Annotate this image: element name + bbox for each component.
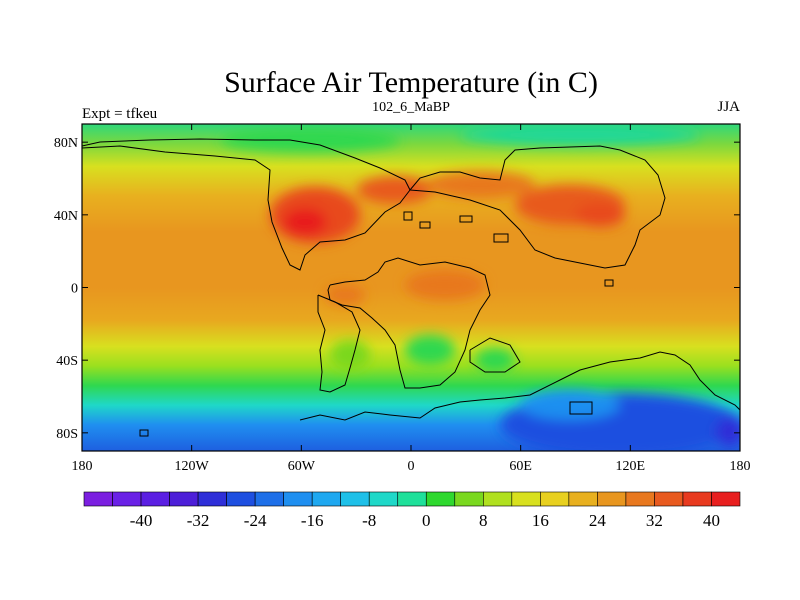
- x-tick-label: 0: [408, 459, 415, 474]
- x-tick-label: 180: [730, 459, 751, 474]
- colorbar-box: [112, 491, 142, 507]
- colorbar-label: 32: [646, 511, 663, 530]
- colorbar-label: -16: [301, 511, 324, 530]
- colorbar-label: -24: [244, 511, 267, 530]
- colorbar-label: 24: [589, 511, 607, 530]
- colorbar-box: [140, 491, 170, 507]
- y-tick-label: 40N: [54, 209, 78, 224]
- colorbar: -40 -32 -24 -16 -8 0 8 16 24 32 40: [83, 491, 741, 530]
- colorbar-box: [454, 491, 484, 507]
- axis-ticks: 180 120W 60W 0 60E 120E 180 80N 40N 0 40S 80S: [54, 124, 751, 474]
- y-tick-label: 40S: [56, 354, 78, 369]
- x-tick-label: 60W: [288, 459, 316, 474]
- colorbar-box: [340, 491, 370, 507]
- colorbar-box: [83, 491, 113, 507]
- colorbar-box: [483, 491, 513, 507]
- colorbar-box: [254, 491, 284, 507]
- colorbar-label: -32: [187, 511, 210, 530]
- colorbar-label: 40: [703, 511, 720, 530]
- subtitle-left: Expt = tfkeu: [82, 106, 158, 122]
- x-tick-label: 120E: [616, 459, 646, 474]
- colorbar-box: [597, 491, 627, 507]
- colorbar-box: [169, 491, 199, 507]
- y-tick-label: 80N: [54, 136, 78, 151]
- colorbar-label: 16: [532, 511, 549, 530]
- y-tick-label: 80S: [56, 427, 78, 442]
- subtitle-center: 102_6_MaBP: [372, 100, 450, 115]
- colorbar-box: [568, 491, 598, 507]
- x-tick-label: 60E: [509, 459, 532, 474]
- x-tick-label: 120W: [175, 459, 210, 474]
- colorbar-box: [368, 491, 399, 507]
- colorbar-box: [682, 491, 712, 507]
- continent-outlines: [82, 138, 740, 437]
- colorbar-box: [425, 491, 456, 507]
- colorbar-box: [397, 491, 427, 507]
- colorbar-box: [197, 491, 227, 507]
- colorbar-box: [311, 491, 341, 507]
- colorbar-box: [226, 491, 256, 507]
- colorbar-label: -40: [130, 511, 153, 530]
- colorbar-label: -8: [362, 511, 376, 530]
- subtitle-right: JJA: [717, 99, 740, 115]
- colorbar-box: [540, 491, 570, 507]
- plot-title: Surface Air Temperature (in C): [224, 66, 598, 99]
- y-tick-label: 0: [71, 282, 78, 297]
- temperature-field: [82, 124, 740, 451]
- colorbar-box: [654, 491, 684, 507]
- colorbar-box: [625, 491, 655, 507]
- x-tick-label: 180: [72, 459, 93, 474]
- colorbar-box: [511, 491, 541, 507]
- colorbar-box: [283, 491, 313, 507]
- colorbar-label: 8: [479, 511, 488, 530]
- colorbar-box: [711, 491, 741, 507]
- colorbar-label: 0: [422, 511, 431, 530]
